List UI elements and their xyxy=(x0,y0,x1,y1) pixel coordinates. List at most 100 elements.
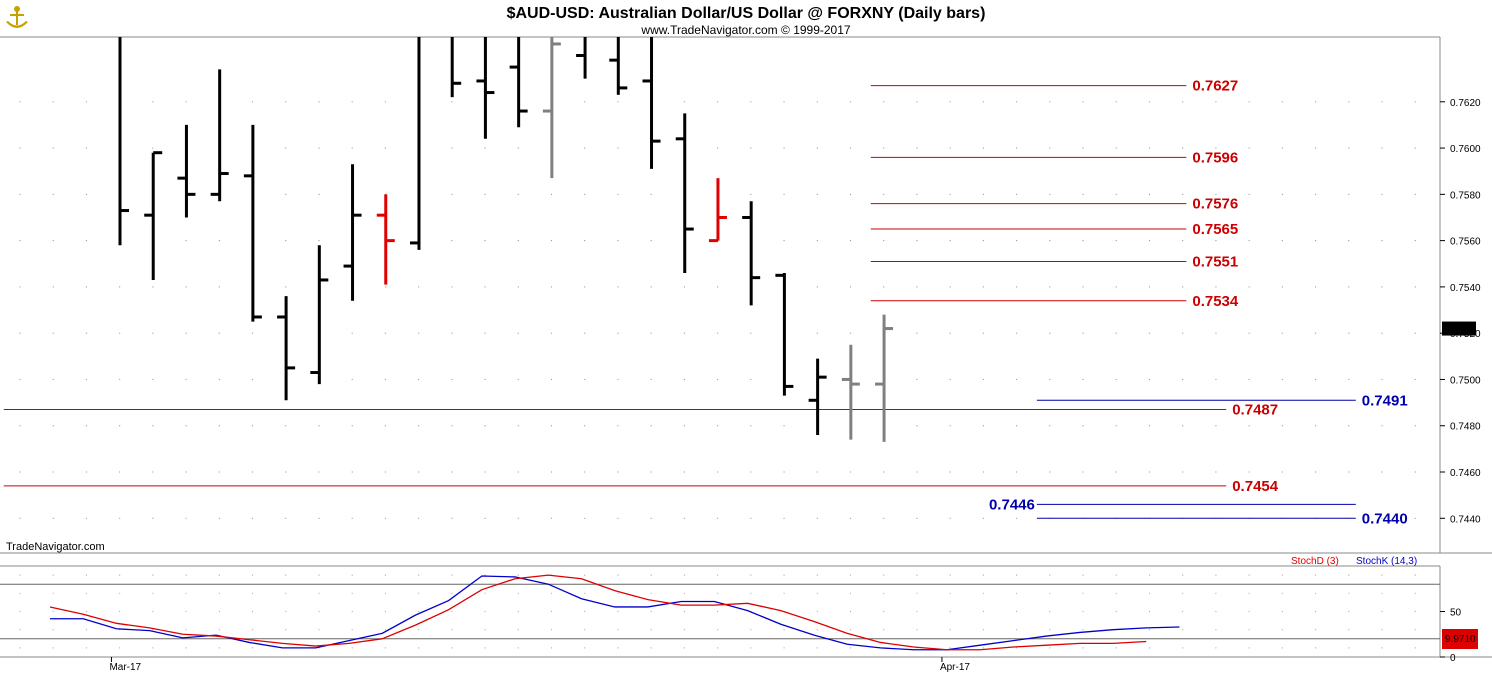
grid-dot xyxy=(484,425,486,427)
grid-dot xyxy=(517,574,519,576)
grid-dot xyxy=(418,517,420,519)
ohlc-bar xyxy=(343,164,362,301)
grid-dot xyxy=(883,193,885,195)
grid-dot xyxy=(1414,101,1416,103)
grid-dot xyxy=(1348,286,1350,288)
grid-dot xyxy=(617,574,619,576)
grid-dot xyxy=(617,193,619,195)
grid-dot xyxy=(750,332,752,334)
grid-dot xyxy=(484,286,486,288)
grid-dot xyxy=(1314,647,1317,649)
grid-dot xyxy=(384,101,387,103)
y-tick-label: 0.7440 xyxy=(1450,514,1481,525)
grid-dot xyxy=(750,425,752,427)
grid-dot xyxy=(783,147,785,149)
ohlc-bar xyxy=(775,273,794,396)
grid-dot xyxy=(949,101,951,103)
grid-dot xyxy=(1182,240,1184,242)
grid-dot xyxy=(1049,147,1051,149)
grid-dot xyxy=(52,378,54,381)
grid-dot xyxy=(717,101,719,103)
date-axis[interactable]: Mar-17 Apr-17 xyxy=(109,657,970,673)
grid-dot xyxy=(1148,332,1151,334)
grid-dot xyxy=(1215,574,1217,576)
level-label: 0.7627 xyxy=(1192,78,1238,95)
grid-dot xyxy=(1314,240,1317,242)
grid-dot xyxy=(484,147,486,149)
grid-dot xyxy=(883,286,885,288)
grid-dot xyxy=(982,378,984,381)
grid-dot xyxy=(1381,378,1383,381)
grid-dot xyxy=(152,286,154,288)
last-price-badge xyxy=(1442,321,1476,336)
grid-dot xyxy=(1016,101,1018,103)
grid-dot xyxy=(916,592,918,594)
grid-dot xyxy=(1148,471,1151,473)
grid-dot xyxy=(484,517,486,519)
ohlc-bar xyxy=(409,37,421,250)
grid-dot xyxy=(185,574,187,576)
grid-dot xyxy=(849,592,852,594)
grid-dot xyxy=(384,517,387,519)
grid-dot xyxy=(351,647,353,649)
x-tick-label: Mar-17 xyxy=(109,662,141,673)
grid-dot xyxy=(517,425,519,427)
grid-dot xyxy=(318,471,320,473)
grid-dot xyxy=(285,240,287,242)
ohlc-bar xyxy=(576,37,587,79)
grid-dot xyxy=(52,425,54,427)
grid-dot xyxy=(484,610,486,613)
grid-dot xyxy=(251,647,254,649)
grid-dot xyxy=(849,193,852,195)
grid-dot xyxy=(451,425,453,427)
grid-dot xyxy=(1215,332,1217,334)
grid-dot xyxy=(451,147,453,149)
grid-dot xyxy=(1016,629,1018,631)
grid-dot xyxy=(1248,332,1250,334)
ohlc-bar xyxy=(144,151,163,280)
grid-dot xyxy=(750,629,752,631)
grid-dot xyxy=(1016,286,1018,288)
grid-dot xyxy=(185,240,187,242)
grid-dot xyxy=(650,629,652,631)
price-axis[interactable]: 0.74400.74600.74800.75000.75200.75400.75… xyxy=(1440,98,1481,526)
grid-dot xyxy=(1381,240,1383,242)
grid-dot xyxy=(1314,610,1317,613)
grid-dot xyxy=(517,471,519,473)
grid-dot xyxy=(1281,610,1283,613)
grid-dot xyxy=(783,574,785,576)
grid-dot xyxy=(1381,647,1383,649)
grid-dot xyxy=(1414,517,1416,519)
grid-dot xyxy=(816,471,818,473)
grid-dot xyxy=(650,592,652,594)
grid-dot xyxy=(52,647,54,649)
grid-dot xyxy=(517,517,519,519)
grid-dot xyxy=(1281,378,1283,381)
grid-dot xyxy=(849,471,852,473)
grid-dot xyxy=(1148,378,1151,381)
ohlc-bar xyxy=(243,124,262,322)
grid-dot xyxy=(1115,286,1117,288)
grid-dot xyxy=(584,425,586,427)
grid-dot xyxy=(949,517,951,519)
grid-dot xyxy=(119,378,121,381)
grid-dot xyxy=(1414,592,1416,594)
grid-dot xyxy=(650,471,652,473)
grid-dot xyxy=(617,610,619,613)
stochd-line xyxy=(49,574,1147,651)
grid-dot xyxy=(1314,425,1317,427)
grid-dot xyxy=(218,240,220,242)
grid-dot xyxy=(19,592,21,594)
ohlc-bar xyxy=(177,124,196,218)
grid-dot xyxy=(949,425,951,427)
grid-dot xyxy=(318,147,320,149)
grid-dot xyxy=(152,629,154,631)
grid-dot xyxy=(418,286,420,288)
grid-dot xyxy=(1049,378,1051,381)
grid-dot xyxy=(1115,240,1117,242)
grid-dot xyxy=(85,286,88,288)
stoch-tick-label: 50 xyxy=(1450,608,1462,619)
level-label: 0.7565 xyxy=(1192,221,1238,238)
grid-dot xyxy=(1148,629,1151,631)
grid-dot xyxy=(1182,193,1184,195)
